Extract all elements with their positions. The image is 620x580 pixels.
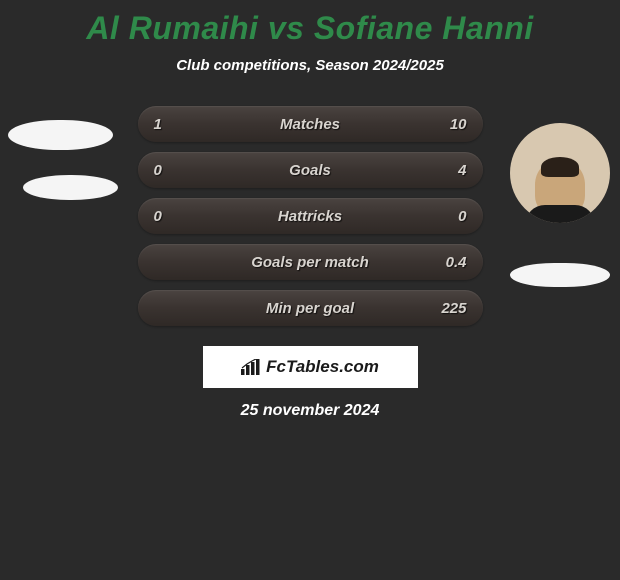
- fctables-chart-icon: [241, 359, 261, 375]
- stat-row-matches: 1 Matches 10: [138, 106, 483, 142]
- stat-label: Matches: [280, 116, 340, 133]
- stat-label: Goals: [289, 162, 331, 179]
- stat-right-value: 0: [437, 208, 467, 225]
- stat-left-value: 1: [154, 116, 184, 133]
- page-title: Al Rumaihi vs Sofiane Hanni: [0, 0, 620, 47]
- stat-row-goals: 0 Goals 4: [138, 152, 483, 188]
- stats-container: 1 Matches 10 0 Goals 4 0 Hattricks 0 Goa…: [0, 106, 620, 326]
- stat-right-value: 225: [437, 300, 467, 317]
- stat-row-min-per-goal: Min per goal 225: [138, 290, 483, 326]
- logo-text: FcTables.com: [266, 357, 379, 377]
- stat-right-value: 0.4: [437, 254, 467, 271]
- stat-label: Hattricks: [278, 208, 342, 225]
- stat-left-value: 0: [154, 162, 184, 179]
- stat-right-value: 10: [437, 116, 467, 133]
- stat-right-value: 4: [437, 162, 467, 179]
- stat-row-hattricks: 0 Hattricks 0: [138, 198, 483, 234]
- subtitle: Club competitions, Season 2024/2025: [0, 57, 620, 74]
- logo-box: FcTables.com: [203, 346, 418, 388]
- date-text: 25 november 2024: [0, 402, 620, 420]
- stat-row-goals-per-match: Goals per match 0.4: [138, 244, 483, 280]
- stat-left-value: 0: [154, 208, 184, 225]
- stat-label: Goals per match: [251, 254, 369, 271]
- stat-label: Min per goal: [266, 300, 354, 317]
